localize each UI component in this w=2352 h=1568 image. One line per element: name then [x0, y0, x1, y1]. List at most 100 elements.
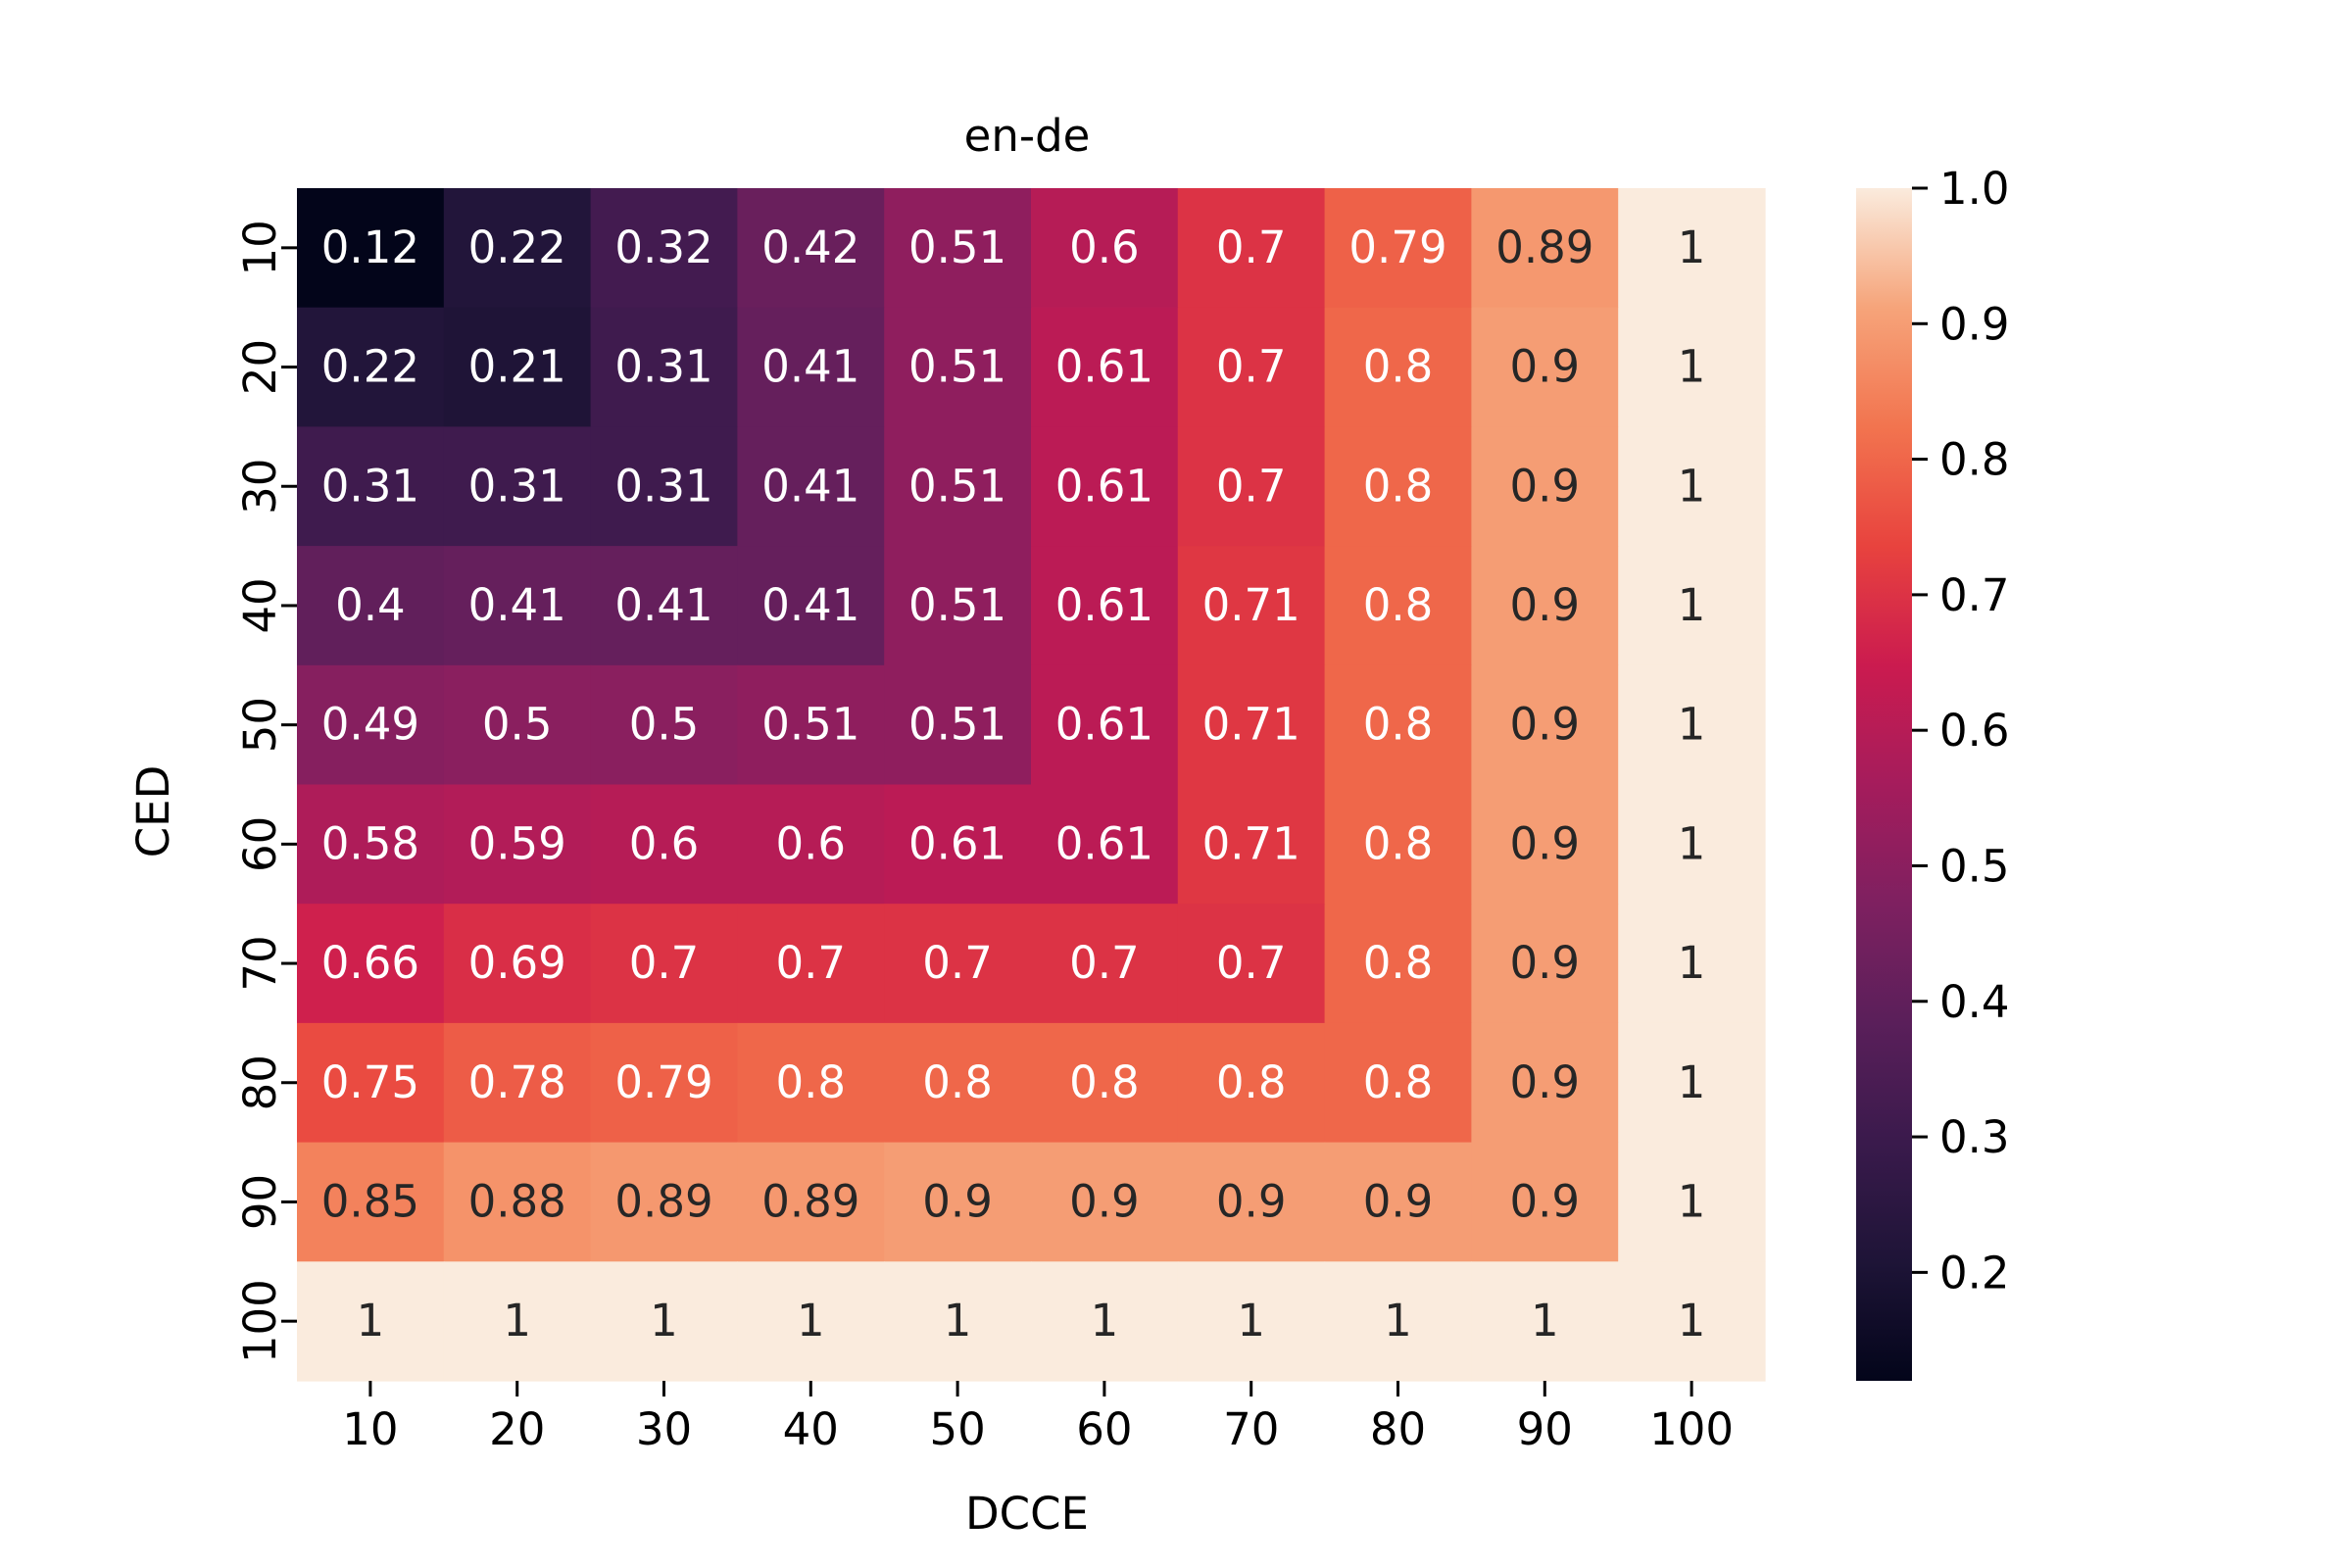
cell-value-label: 0.75	[321, 1056, 419, 1108]
cell-value-label: 0.69	[468, 937, 566, 989]
x-tick-label: 40	[783, 1403, 839, 1455]
colorbar-tick-label: 0.6	[1939, 705, 2010, 757]
cell-value-label: 0.31	[614, 341, 712, 393]
heatmap-cell	[1177, 904, 1326, 1024]
cell-value-label: 1	[1678, 579, 1706, 631]
heatmap-cell	[1031, 307, 1179, 427]
cell-value-label: 1	[1678, 1295, 1706, 1347]
cell-value-label: 0.7	[922, 937, 993, 989]
heatmap-cell	[297, 546, 445, 666]
cell-value-label: 0.58	[321, 817, 419, 869]
heatmap-cell	[1324, 307, 1472, 427]
heatmap-cell	[884, 784, 1032, 905]
y-tick-label: 60	[234, 816, 286, 872]
cell-value-label: 1	[503, 1295, 531, 1347]
heatmap-cell	[1618, 1142, 1766, 1262]
heatmap-cell	[590, 904, 738, 1024]
heatmap-cell	[1177, 1022, 1326, 1144]
cell-value-label: 1	[1678, 699, 1706, 751]
heatmap-cell	[1618, 1022, 1766, 1144]
cell-value-label: 0.9	[1216, 1175, 1287, 1227]
y-tick-label: 20	[234, 339, 286, 395]
cell-value-label: 0.7	[1216, 937, 1287, 989]
cell-value-label: 0.9	[1510, 1056, 1581, 1108]
cell-value-label: 0.41	[761, 341, 859, 393]
heatmap-cell	[737, 1022, 885, 1144]
cell-annotations: 0.12 0.22 0.32 0.42 0.51 0.6 0.7 0.79 0.89 10.22 0…	[321, 221, 1706, 1347]
heatmap-cell	[297, 1142, 445, 1262]
cell-value-label: 1	[1678, 1175, 1706, 1227]
cell-value-label: 0.7	[1216, 221, 1287, 273]
cell-value-label: 0.41	[468, 579, 566, 631]
heatmap-cell	[443, 664, 592, 786]
cell-value-label: 0.8	[776, 1056, 847, 1108]
colorbar	[1856, 188, 1912, 1381]
cell-value-label: 0.6	[629, 817, 700, 869]
cell-value-label: 1	[1237, 1295, 1265, 1347]
cell-value-label: 0.85	[321, 1175, 419, 1227]
colorbar-tick-label: 1.0	[1939, 163, 2010, 215]
cell-value-label: 0.7	[776, 937, 847, 989]
heatmap-cell	[1618, 904, 1766, 1024]
heatmap-cell	[1031, 784, 1179, 905]
cell-value-label: 0.9	[1069, 1175, 1140, 1227]
cell-value-label: 0.9	[1510, 937, 1581, 989]
heatmap-cell	[1618, 188, 1766, 309]
heatmap-cell	[590, 1022, 738, 1144]
heatmap-cell	[1324, 1261, 1472, 1382]
cell-value-label: 1	[1678, 341, 1706, 393]
cell-value-label: 0.8	[1069, 1056, 1140, 1108]
cell-value-label: 0.31	[321, 460, 419, 512]
cell-value-label: 0.61	[908, 817, 1006, 869]
cell-value-label: 0.79	[1348, 221, 1446, 273]
heatmap-cell	[1471, 426, 1619, 547]
cell-value-label: 0.89	[761, 1175, 859, 1227]
cell-value-label: 0.9	[1510, 1175, 1581, 1227]
colorbar-tick-label: 0.9	[1939, 298, 2010, 350]
cell-value-label: 0.66	[321, 937, 419, 989]
cell-value-label: 1	[944, 1295, 972, 1347]
heatmap-cell	[590, 307, 738, 427]
heatmap-cell	[884, 426, 1032, 547]
heatmap-cell	[590, 426, 738, 547]
colorbar-ticks: 0.2 0.3 0.4 0.5 0.6 0.7 0.8 0.9 1.0	[1912, 163, 2010, 1298]
heatmap-cell	[1031, 664, 1179, 786]
x-tick-label: 30	[636, 1403, 692, 1455]
cell-value-label: 0.79	[614, 1056, 712, 1108]
heatmap-cell	[443, 904, 592, 1024]
cell-value-label: 0.71	[1202, 579, 1300, 631]
heatmap-cell	[1031, 1261, 1179, 1382]
heatmap-cell	[443, 1022, 592, 1144]
cell-value-label: 0.8	[1363, 937, 1434, 989]
heatmap-cell	[884, 664, 1032, 786]
cell-value-label: 0.41	[761, 460, 859, 512]
cell-value-label: 0.51	[908, 341, 1006, 393]
heatmap-cell	[1324, 1022, 1472, 1144]
heatmap-cell	[443, 1142, 592, 1262]
heatmap-cell	[297, 188, 445, 309]
heatmap-cell	[1031, 188, 1179, 309]
cell-value-label: 0.6	[776, 817, 847, 869]
heatmap-cells	[297, 188, 1766, 1382]
heatmap-cell	[1471, 1022, 1619, 1144]
cell-value-label: 0.8	[922, 1056, 993, 1108]
cell-value-label: 1	[357, 1295, 385, 1347]
cell-value-label: 0.9	[1363, 1175, 1434, 1227]
y-tick-label: 70	[234, 935, 286, 991]
cell-value-label: 0.41	[761, 579, 859, 631]
colorbar-tick-label: 0.3	[1939, 1111, 2010, 1163]
cell-value-label: 0.51	[908, 221, 1006, 273]
cell-value-label: 0.71	[1202, 699, 1300, 751]
heatmap-cell	[297, 784, 445, 905]
heatmap-cell	[1324, 1142, 1472, 1262]
cell-value-label: 0.49	[321, 699, 419, 751]
heatmap-cell	[1177, 784, 1326, 905]
cell-value-label: 0.51	[908, 460, 1006, 512]
x-axis: 10 20 30 40 50 60 70 80 90 100	[342, 1381, 1734, 1455]
cell-value-label: 0.89	[1495, 221, 1593, 273]
heatmap-cell	[1471, 784, 1619, 905]
cell-value-label: 0.61	[1055, 460, 1153, 512]
cell-value-label: 0.78	[468, 1056, 566, 1108]
heatmap-cell	[297, 307, 445, 427]
cell-value-label: 0.12	[321, 221, 419, 273]
